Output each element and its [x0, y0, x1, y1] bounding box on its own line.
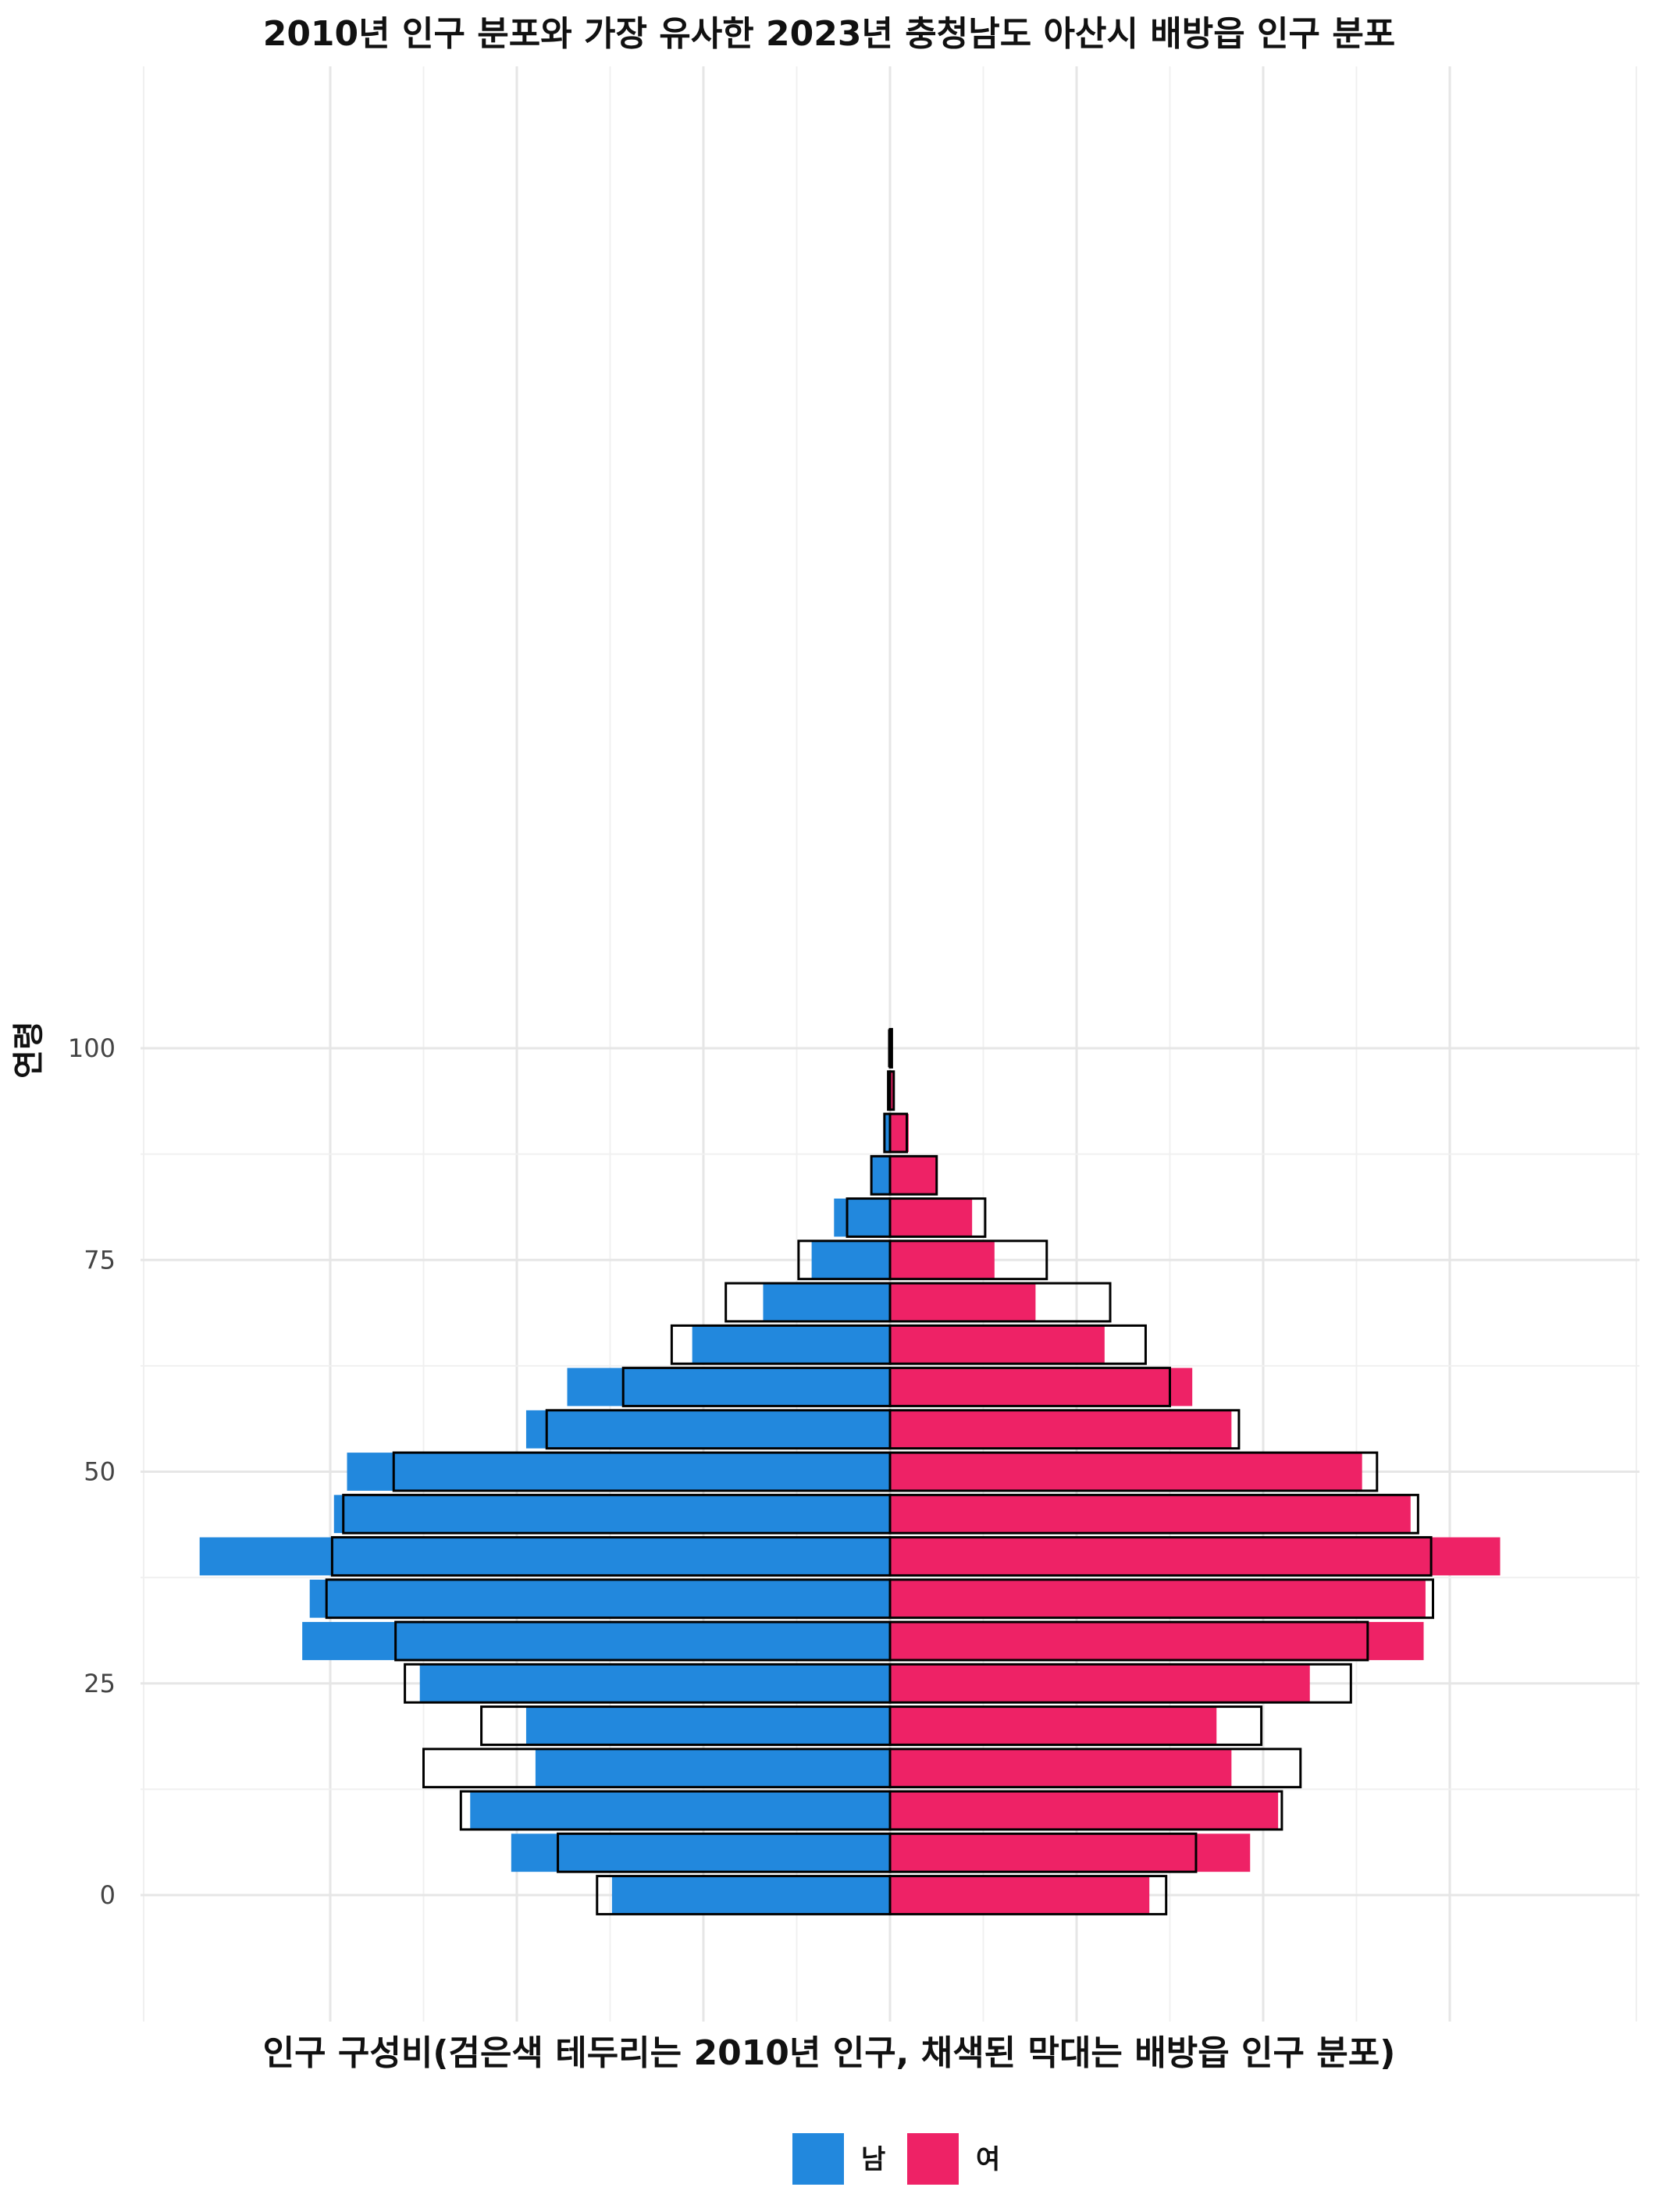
- legend-swatch-female: [907, 2133, 959, 2185]
- bar-male-2023: [525, 1410, 890, 1449]
- bar-female-2010-outline: [888, 1197, 987, 1238]
- bars-2023: [199, 1029, 1501, 1915]
- bar-female-2023: [890, 1283, 1036, 1321]
- bar-male-2023: [511, 1833, 890, 1872]
- bar-female-2023: [890, 1071, 894, 1110]
- bar-male-2023: [333, 1495, 890, 1534]
- bar-female-2010-outline: [888, 1663, 1352, 1704]
- y-tick-label: 75: [84, 1245, 116, 1275]
- bar-female-2010-outline: [888, 1409, 1241, 1450]
- bar-male-2023: [470, 1791, 890, 1830]
- bar-male-2023: [199, 1537, 890, 1576]
- bar-male-2023: [309, 1579, 891, 1618]
- chart-title: 2010년 인구 분포와 가장 유사한 2023년 충청남도 아산시 배방읍 인…: [263, 14, 1396, 54]
- bar-female-2010-outline: [888, 1367, 1171, 1407]
- bar-female-2023: [890, 1791, 1279, 1830]
- y-tick-label: 0: [100, 1880, 116, 1910]
- x-axis-label: 인구 구성비(검은색 테두리는 2010년 인구, 채색된 막대는 배방읍 인구…: [263, 2033, 1396, 2073]
- bar-female-2023: [890, 1453, 1362, 1491]
- bar-female-2023: [890, 1706, 1217, 1745]
- bar-male-2023: [347, 1453, 890, 1491]
- bar-female-2010-outline: [888, 1282, 1112, 1323]
- bar-female-2023: [890, 1325, 1105, 1364]
- bar-female-2023: [890, 1410, 1232, 1449]
- bar-male-2023: [871, 1156, 890, 1195]
- bar-male-2023: [567, 1367, 890, 1407]
- bar-female-2023: [890, 1114, 909, 1152]
- bar-female-2023: [890, 1833, 1251, 1872]
- bar-female-2010-outline: [888, 1620, 1369, 1662]
- y-axis-label: 연령: [11, 1021, 47, 1079]
- legend-swatch-male: [792, 2133, 844, 2185]
- bar-female-2010-outline: [888, 1536, 1433, 1577]
- bar-male-2023: [535, 1748, 890, 1787]
- bar-female-2023: [890, 1495, 1411, 1534]
- bar-female-2023: [890, 1198, 973, 1237]
- bar-male-2023: [419, 1664, 890, 1703]
- bar-female-2010-outline: [888, 1790, 1283, 1831]
- bar-male-2023: [525, 1706, 890, 1745]
- bar-female-2023: [890, 1664, 1310, 1703]
- bar-female-2010-outline: [888, 1451, 1379, 1492]
- bar-male-2023: [811, 1240, 890, 1279]
- bar-male-2023: [763, 1283, 890, 1321]
- bar-female-2023: [890, 1579, 1426, 1618]
- bars-2010-outline: [325, 1028, 1434, 1915]
- bar-female-2023: [890, 1367, 1193, 1407]
- bar-female-2010-outline: [888, 1493, 1419, 1535]
- legend-label-female: 여: [976, 2144, 1000, 2175]
- bar-male-2023: [611, 1876, 890, 1915]
- bar-female-2010-outline: [888, 1070, 895, 1111]
- bar-female-2023: [890, 1240, 995, 1279]
- bar-male-2023: [834, 1198, 890, 1237]
- bar-male-2023: [884, 1114, 890, 1152]
- bar-female-2010-outline: [888, 1875, 1168, 1915]
- y-tick-label: 100: [68, 1033, 116, 1063]
- bar-female-2023: [890, 1876, 1150, 1915]
- bar-female-2010-outline: [888, 1239, 1048, 1281]
- bar-female-2010-outline: [888, 1748, 1302, 1789]
- y-axis-ticks: 0 25 50 75 100: [68, 1033, 116, 1910]
- bar-female-2023: [890, 1156, 937, 1195]
- bar-female-2023: [890, 1537, 1501, 1576]
- bar-female-2010-outline: [888, 1705, 1263, 1746]
- y-tick-label: 50: [84, 1457, 116, 1487]
- bar-female-2010-outline: [888, 1578, 1434, 1620]
- bar-female-2010-outline: [888, 1112, 909, 1154]
- y-tick-label: 25: [84, 1669, 116, 1698]
- bar-female-2010-outline: [888, 1324, 1147, 1365]
- legend: 남 여: [792, 2133, 1000, 2185]
- legend-label-male: 남: [861, 2144, 885, 2175]
- bar-female-2010-outline: [888, 1154, 938, 1196]
- bar-female-2010-outline: [888, 1832, 1198, 1873]
- bar-male-2023: [302, 1622, 890, 1660]
- bar-female-2023: [890, 1622, 1424, 1660]
- bar-male-2023: [692, 1325, 890, 1364]
- bar-female-2023: [890, 1748, 1232, 1787]
